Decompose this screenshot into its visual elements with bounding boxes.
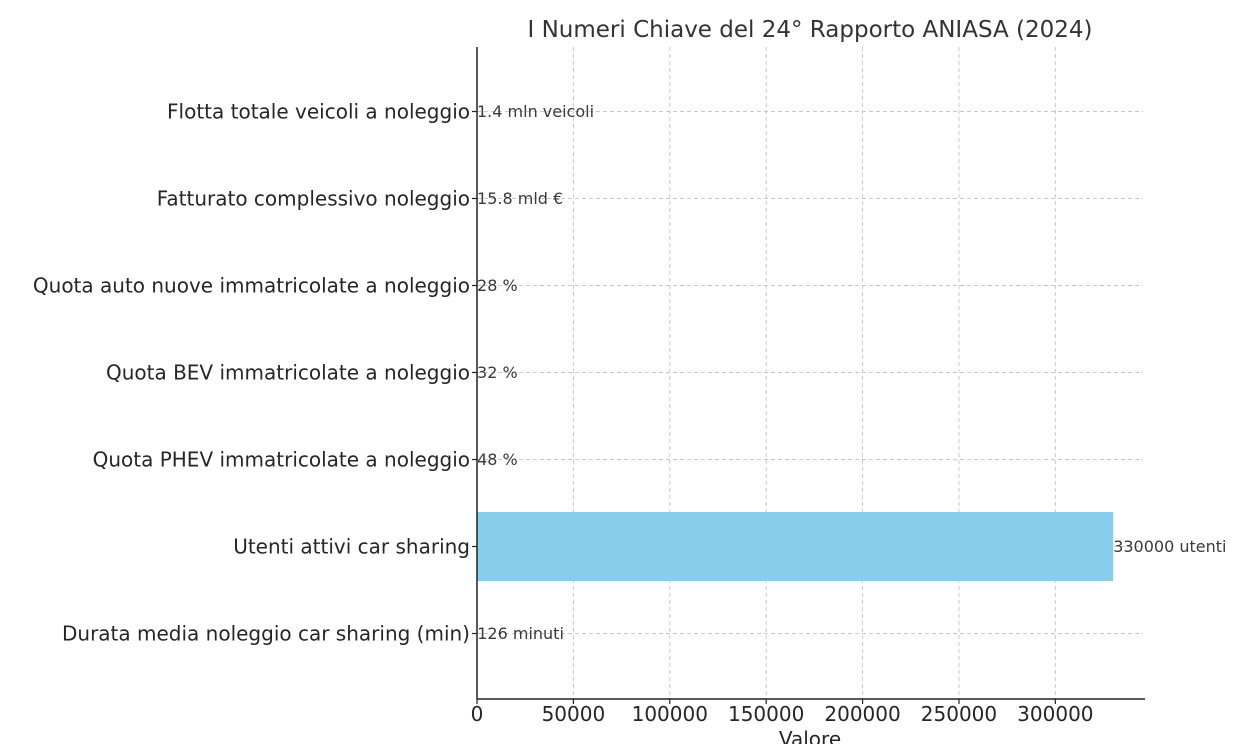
category-label: Utenti attivi car sharing bbox=[233, 535, 470, 559]
x-tick-label: 150000 bbox=[728, 702, 804, 726]
x-tick-label: 100000 bbox=[632, 702, 708, 726]
data-label: 1.4 mln veicoli bbox=[477, 102, 594, 121]
category-label: Durata media noleggio car sharing (min) bbox=[62, 622, 470, 646]
category-label: Quota BEV immatricolate a noleggio bbox=[106, 361, 470, 385]
bar-layer bbox=[477, 77, 1114, 668]
grid-layer bbox=[477, 47, 1143, 699]
category-label: Quota auto nuove immatricolate a noleggi… bbox=[33, 274, 470, 298]
data-label: 32 % bbox=[477, 363, 518, 382]
x-tick-label: 0 bbox=[471, 702, 484, 726]
data-label: 15.8 mld € bbox=[477, 189, 563, 208]
x-tick-label: 50000 bbox=[542, 702, 606, 726]
data-label: 28 % bbox=[477, 276, 518, 295]
data-label: 48 % bbox=[477, 450, 518, 469]
category-label: Fatturato complessivo noleggio bbox=[157, 187, 470, 211]
x-tick-label: 250000 bbox=[921, 702, 997, 726]
chart-title: I Numeri Chiave del 24° Rapporto ANIASA … bbox=[527, 17, 1092, 43]
axis-layer: Flotta totale veicoli a noleggio Fatturat… bbox=[33, 47, 1145, 726]
data-label: 330000 utenti bbox=[1113, 537, 1226, 556]
x-axis-label: Valore bbox=[779, 727, 841, 744]
data-label: 126 minuti bbox=[477, 624, 564, 643]
category-label: Quota PHEV immatricolate a noleggio bbox=[93, 448, 470, 472]
label-layer: 1.4 mln veicoli 15.8 mld € 28 % 32 % 48 % 330… bbox=[477, 102, 1226, 643]
category-label: Flotta totale veicoli a noleggio bbox=[167, 100, 470, 124]
bar bbox=[477, 512, 1114, 581]
x-tick-label: 300000 bbox=[1017, 702, 1093, 726]
x-tick-label: 200000 bbox=[824, 702, 900, 726]
